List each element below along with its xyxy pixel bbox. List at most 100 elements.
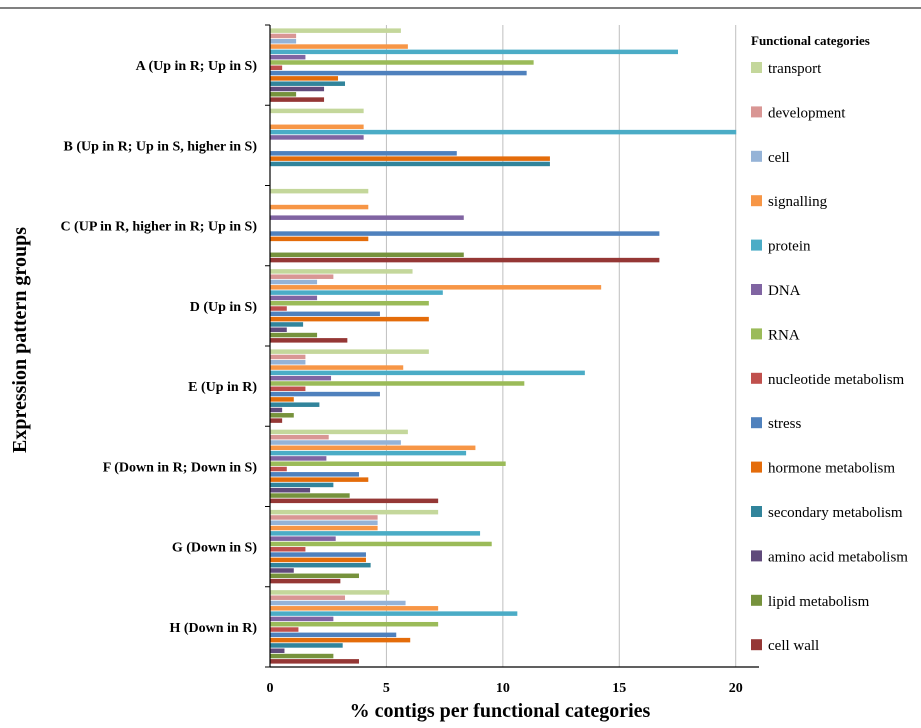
legend-label-protein: protein (768, 239, 811, 255)
bar-rna (270, 541, 492, 547)
bar-lipid-metabolism (270, 413, 294, 418)
category-label: E (Up in R) (188, 380, 257, 395)
bar-cell (270, 440, 401, 445)
legend-swatch-secondary-metabolism (751, 506, 762, 517)
bar-protein (270, 531, 481, 536)
bar-cell (270, 279, 318, 285)
legend: transport development cell signalling protei… (751, 61, 908, 654)
bar-development (270, 354, 306, 360)
bar-development (270, 274, 334, 279)
legend-label-hormone-metabolism: hormone metabolism (768, 461, 895, 477)
bar-secondary-metabolism (270, 161, 550, 167)
category-label: F (Down in R; Down in S) (103, 460, 258, 475)
bar-stress (270, 391, 380, 397)
bar-cell-wall (270, 418, 283, 423)
bar-hormone-metabolism (270, 76, 339, 81)
bar-transport (270, 28, 401, 33)
bar-secondary-metabolism (270, 562, 371, 568)
legend-label-transport: transport (768, 61, 822, 77)
bar-cell-wall (270, 578, 341, 584)
y-axis-title: Expression pattern groups (9, 227, 31, 453)
x-tick-label: 15 (612, 681, 626, 696)
category-label: B (Up in R; Up in S, higher in S) (64, 139, 258, 154)
bar-dna (270, 215, 464, 220)
category-label: A (Up in R; Up in S) (136, 59, 258, 74)
bar-stress (270, 231, 660, 236)
legend-label-cell: cell (768, 150, 790, 166)
bar-nucleotide-metabolism (270, 547, 306, 552)
bar-dna (270, 135, 364, 140)
bar-stress (270, 151, 457, 156)
bar-hormone-metabolism (270, 316, 429, 322)
bar-cell-wall (270, 659, 359, 664)
legend-swatch-hormone-metabolism (751, 461, 762, 473)
bar-development (270, 515, 378, 520)
legend-swatch-cell-wall (751, 639, 762, 651)
bar-secondary-metabolism (270, 482, 334, 488)
bar-nucleotide-metabolism (270, 466, 287, 472)
bar-protein (270, 49, 678, 55)
bar-hormone-metabolism (270, 397, 294, 402)
bar-cell-wall (270, 257, 660, 263)
bar-nucleotide-metabolism (270, 627, 299, 632)
legend-swatch-transport (751, 62, 762, 73)
bar-amino-acid-metabolism (270, 648, 285, 653)
legend-label-signalling: signalling (768, 194, 828, 210)
bar-hormone-metabolism (270, 557, 366, 563)
bar-transport (270, 349, 429, 354)
bar-lipid-metabolism (270, 252, 464, 258)
bar-transport (270, 269, 413, 274)
legend-label-cell-wall: cell wall (768, 638, 819, 654)
bar-hormone-metabolism (270, 156, 550, 161)
legend-swatch-dna (751, 284, 762, 295)
legend-swatch-rna (751, 328, 762, 340)
bar-nucleotide-metabolism (270, 386, 306, 392)
bar-transport (270, 590, 390, 595)
bar-transport (270, 188, 369, 194)
bar-cell (270, 360, 306, 365)
bar-signalling (270, 44, 408, 49)
bar-signalling (270, 525, 378, 531)
legend-swatch-protein (751, 239, 762, 251)
bar-stress (270, 632, 397, 638)
legend-label-dna: DNA (768, 283, 801, 299)
bar-development (270, 33, 297, 39)
bar-stress (270, 70, 527, 76)
bar-rna (270, 60, 534, 65)
legend-swatch-stress (751, 417, 762, 429)
bar-amino-acid-metabolism (270, 86, 325, 92)
bar-signalling (270, 365, 404, 370)
bar-secondary-metabolism (270, 643, 343, 648)
bar-development (270, 434, 329, 440)
bar-lipid-metabolism (270, 92, 297, 97)
bar-signalling (270, 445, 476, 451)
legend-label-amino-acid-metabolism: amino acid metabolism (768, 549, 908, 565)
bar-dna (270, 375, 332, 381)
bar-lipid-metabolism (270, 332, 318, 338)
x-axis-title: % contigs per functional categories (350, 700, 651, 722)
bar-cell (270, 520, 378, 526)
bar-lipid-metabolism (270, 493, 350, 498)
bar-rna (270, 300, 429, 306)
bar-transport (270, 509, 439, 515)
category-label: D (Up in S) (190, 300, 258, 315)
bar-cell-wall (270, 498, 439, 504)
x-tick-label: 10 (496, 681, 510, 696)
bar-protein (270, 611, 518, 616)
bar-protein (270, 450, 467, 456)
bar-dna (270, 295, 318, 301)
legend-label-development: development (768, 105, 846, 121)
bar-dna (270, 54, 306, 60)
bar-dna (270, 536, 336, 541)
bar-amino-acid-metabolism (270, 407, 283, 413)
legend-swatch-cell (751, 150, 762, 162)
legend-label-lipid-metabolism: lipid metabolism (768, 594, 870, 610)
bar-stress (270, 472, 359, 477)
bar-cell (270, 39, 297, 44)
legend-swatch-development (751, 106, 762, 118)
bar-signalling (270, 606, 439, 611)
bar-secondary-metabolism (270, 402, 320, 407)
bar-amino-acid-metabolism (270, 568, 294, 573)
